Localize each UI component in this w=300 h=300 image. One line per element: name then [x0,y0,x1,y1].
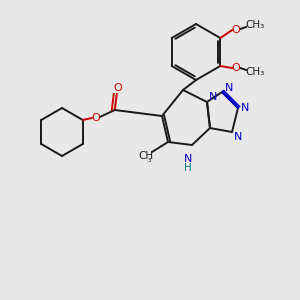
Text: N: N [184,154,192,164]
Text: N: N [225,83,233,93]
Text: H: H [184,163,192,173]
Text: O: O [92,113,100,123]
Text: O: O [113,83,122,93]
Text: CH₃: CH₃ [246,67,265,77]
Text: CH₃: CH₃ [246,20,265,30]
Text: CH: CH [138,151,154,161]
Text: N: N [241,103,249,113]
Text: N: N [209,92,217,102]
Text: N: N [234,132,242,142]
Text: ₃: ₃ [147,155,151,164]
Text: O: O [232,25,241,35]
Text: O: O [232,63,241,73]
